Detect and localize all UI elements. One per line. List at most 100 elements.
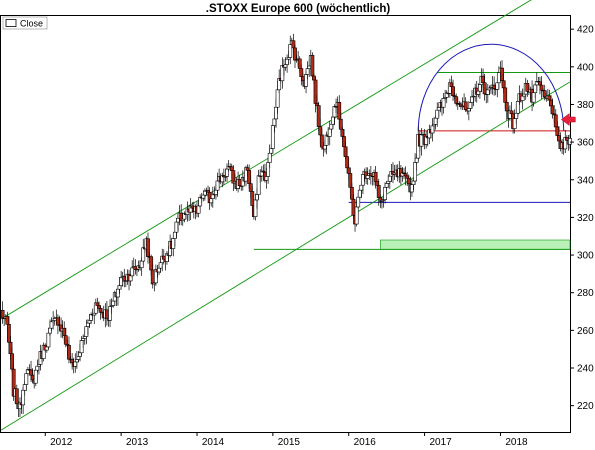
candle-body bbox=[95, 302, 100, 306]
candle-body bbox=[496, 72, 501, 84]
candle-body bbox=[10, 353, 14, 370]
candle-body bbox=[288, 44, 293, 58]
candle-body bbox=[81, 338, 86, 341]
candle-body bbox=[346, 167, 351, 174]
candle-body bbox=[157, 267, 161, 273]
support-lines-layer bbox=[253, 71, 570, 250]
candle-body bbox=[150, 269, 155, 285]
candle-body bbox=[319, 134, 324, 148]
candle-body bbox=[293, 47, 297, 61]
candle-body bbox=[14, 388, 19, 405]
candle-body bbox=[338, 118, 343, 130]
candle-body bbox=[387, 175, 392, 182]
candle-body bbox=[215, 180, 220, 191]
candle-body bbox=[209, 198, 214, 204]
candle-body bbox=[436, 107, 441, 111]
candle-body bbox=[172, 231, 177, 239]
y-tick-label: 320 bbox=[577, 213, 594, 224]
candle-body bbox=[305, 68, 310, 75]
candle-body bbox=[122, 275, 127, 282]
candle-body bbox=[466, 108, 471, 112]
candle-body bbox=[413, 162, 418, 182]
candle bbox=[310, 52, 315, 79]
candle-body bbox=[196, 205, 201, 214]
candle-body bbox=[568, 138, 572, 145]
candle-body bbox=[348, 173, 353, 188]
candle-body bbox=[525, 83, 530, 92]
candle-body bbox=[383, 186, 387, 200]
candle-body bbox=[84, 326, 89, 337]
candle-body bbox=[414, 157, 419, 163]
candle-body bbox=[504, 102, 509, 112]
plot-frame bbox=[0, 15, 571, 433]
x-tick-label: 2015 bbox=[278, 437, 301, 448]
candle-body bbox=[171, 238, 176, 249]
y-tick-label: 380 bbox=[577, 100, 594, 111]
candle-body bbox=[549, 99, 553, 107]
y-tick-label: 220 bbox=[577, 401, 594, 412]
candle-body bbox=[111, 300, 116, 306]
candle-body bbox=[62, 327, 67, 336]
candle-body bbox=[266, 162, 271, 177]
candle-body bbox=[451, 86, 455, 96]
candle-body bbox=[86, 322, 90, 327]
candle-body bbox=[356, 196, 361, 208]
candle-body bbox=[146, 238, 150, 257]
candle-body bbox=[361, 174, 365, 186]
candle-body bbox=[198, 196, 203, 207]
candle-body bbox=[283, 64, 288, 68]
candle-body bbox=[275, 89, 280, 108]
candle-body bbox=[542, 90, 547, 98]
candle-body bbox=[312, 75, 316, 81]
candle-body bbox=[331, 116, 335, 125]
candle-body bbox=[74, 359, 79, 363]
legend-swatch bbox=[5, 19, 17, 27]
candle-body bbox=[63, 335, 68, 345]
candle-body bbox=[405, 175, 410, 179]
candle-body bbox=[149, 256, 154, 271]
candle-body bbox=[500, 67, 504, 81]
candle-body bbox=[247, 170, 252, 184]
candle-body bbox=[376, 185, 381, 198]
candle-body bbox=[190, 205, 195, 209]
candle-body bbox=[97, 305, 101, 309]
channel-line-1 bbox=[0, 81, 571, 431]
candle-body bbox=[318, 126, 323, 136]
candle-body bbox=[24, 373, 29, 385]
candle-body bbox=[297, 58, 302, 69]
candle-body bbox=[329, 123, 334, 130]
candle-body bbox=[533, 84, 538, 93]
y-tick-label: 300 bbox=[577, 251, 594, 262]
candle-body bbox=[520, 95, 525, 101]
candles-layer bbox=[0, 33, 572, 417]
candle-body bbox=[70, 359, 75, 363]
candle-body bbox=[48, 327, 52, 334]
candle-body bbox=[482, 82, 487, 95]
candle-body bbox=[270, 125, 275, 149]
y-tick-label: 240 bbox=[577, 364, 594, 375]
candle-body bbox=[332, 106, 337, 118]
candle-body bbox=[354, 206, 359, 225]
y-axis: 220 240 260 280 300 320 340 360 380 400 420 bbox=[570, 25, 594, 412]
candle-body bbox=[531, 92, 536, 103]
candle-body bbox=[21, 389, 26, 406]
candle-body bbox=[351, 198, 356, 216]
candle-body bbox=[365, 175, 370, 179]
candle-body bbox=[98, 308, 103, 313]
candle-body bbox=[229, 166, 234, 171]
candle-body bbox=[368, 173, 373, 177]
candle-body bbox=[174, 221, 179, 233]
candle-body bbox=[386, 180, 391, 184]
candle-body bbox=[161, 255, 166, 260]
candle-body bbox=[176, 217, 180, 223]
candle-body bbox=[87, 320, 92, 324]
candle-body bbox=[323, 144, 327, 150]
arrow-0 bbox=[560, 113, 576, 127]
candle-body bbox=[564, 137, 569, 141]
candle-body bbox=[55, 317, 60, 326]
candle-body bbox=[337, 101, 342, 120]
candle-body bbox=[30, 374, 35, 381]
candle-body bbox=[46, 332, 51, 348]
